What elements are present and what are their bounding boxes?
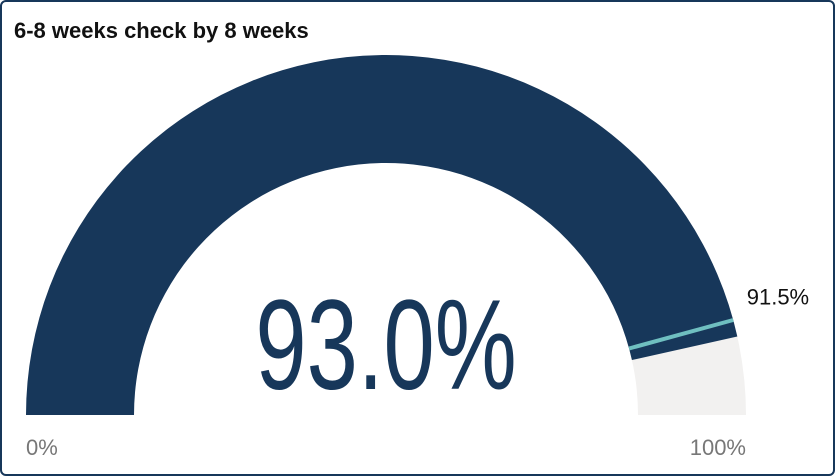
target-label: 91.5% [747, 284, 809, 309]
tick-label: 0% [26, 435, 58, 460]
target-line [628, 318, 734, 351]
tick-label: 100% [690, 435, 746, 460]
gauge-value [26, 55, 738, 415]
chart-title: 6-8 weeks check by 8 weeks [14, 18, 309, 43]
value-label: 93.0% [255, 273, 516, 416]
